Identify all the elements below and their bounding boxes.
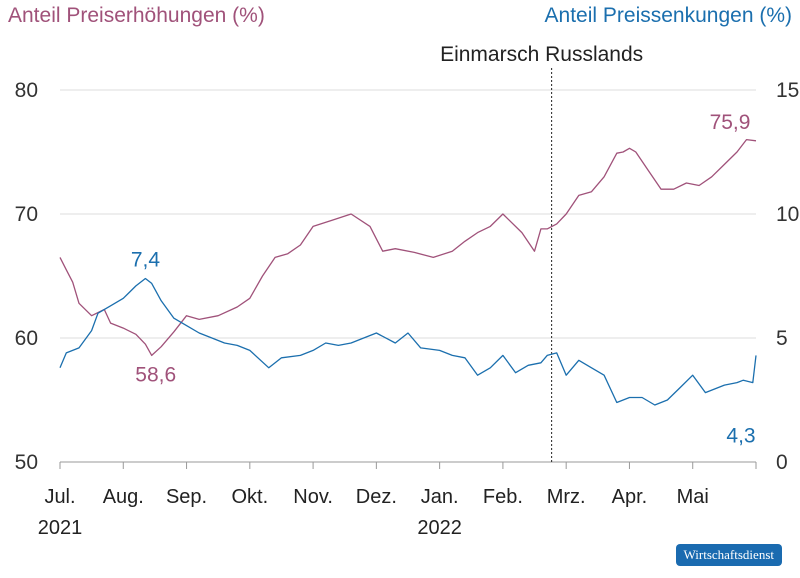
x-tick-label: Mai <box>677 486 709 508</box>
data-label: 58,6 <box>135 363 176 386</box>
y-tick-left: 70 <box>15 203 38 226</box>
y-tick-right: 15 <box>776 79 799 102</box>
y-tick-left: 50 <box>15 451 38 474</box>
x-tick-label: Feb. <box>483 486 523 508</box>
left-axis-title: Anteil Preiserhöhungen (%) <box>8 4 265 27</box>
y-tick-right: 5 <box>776 327 788 350</box>
x-year-label: 2021 <box>38 517 83 539</box>
data-label: 4,3 <box>726 424 755 447</box>
x-tick-label: Aug. <box>103 486 144 508</box>
x-tick-label: Nov. <box>293 486 333 508</box>
x-tick-label: Jan. <box>421 486 459 508</box>
y-tick-right: 10 <box>776 203 799 226</box>
x-tick-label: Jul. <box>44 486 75 508</box>
y-tick-left: 60 <box>15 327 38 350</box>
y-tick-left: 80 <box>15 79 38 102</box>
x-tick-label: Dez. <box>356 486 397 508</box>
x-tick-label: Apr. <box>612 486 648 508</box>
x-tick-label: Sep. <box>166 486 207 508</box>
y-tick-right: 0 <box>776 451 788 474</box>
source-badge: Wirtschaftsdienst <box>675 544 782 566</box>
data-label: 75,9 <box>710 111 751 134</box>
right-axis-title: Anteil Preissenkungen (%) <box>545 4 792 27</box>
x-tick-label: Okt. <box>231 486 268 508</box>
x-tick-label: Mrz. <box>547 486 586 508</box>
x-year-label: 2022 <box>417 517 462 539</box>
series-preissenkungen-line <box>59 277 757 406</box>
series-preiserhoehungen-line <box>59 138 757 357</box>
event-label: Einmarsch Russlands <box>440 43 643 66</box>
data-label: 7,4 <box>131 248 161 271</box>
